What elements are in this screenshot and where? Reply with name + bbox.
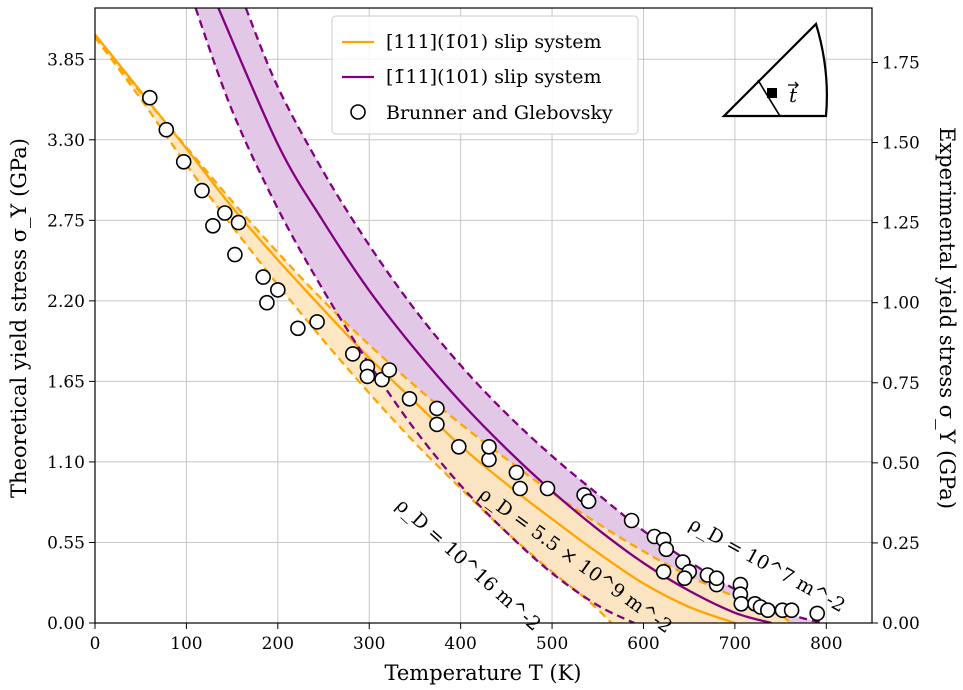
data-point xyxy=(429,416,445,433)
y-right-tick-label: 0.75 xyxy=(882,374,920,394)
y-left-tick-label: 0.00 xyxy=(47,614,85,634)
axis-ticks: 0 100 200 300 400 500 600 700 800 0.00 0.55 1.10 1.6… xyxy=(47,50,920,654)
data-point xyxy=(450,438,467,455)
data-point xyxy=(539,480,556,497)
y-left-tick-label: 0.55 xyxy=(47,533,85,553)
y-axis-left-label: Theoretical yield stress σ_Y (GPa) xyxy=(7,138,31,498)
x-tick-label: 200 xyxy=(262,634,294,654)
x-tick-label: 0 xyxy=(90,634,101,654)
data-point xyxy=(809,605,826,622)
data-point xyxy=(259,294,275,311)
data-point xyxy=(783,602,800,619)
legend-label-points: Brunner and Glebovsky xyxy=(386,102,613,124)
data-point xyxy=(359,368,376,385)
y-right-tick-label: 1.00 xyxy=(882,294,920,314)
data-point xyxy=(708,570,725,587)
y-right-tick-label: 1.75 xyxy=(882,53,920,73)
data-point xyxy=(658,541,675,558)
data-point xyxy=(194,182,210,199)
data-point xyxy=(381,362,398,378)
y-left-tick-label: 2.75 xyxy=(47,211,85,231)
y-left-tick-label: 1.65 xyxy=(47,372,85,392)
orange-solid-line xyxy=(95,33,736,623)
x-axis-label: Temperature T (K) xyxy=(384,661,581,685)
x-tick-label: 800 xyxy=(810,634,842,654)
data-point xyxy=(158,121,175,138)
y-axis-right-label: Experimental yield stress σ_Y (GPa) xyxy=(935,127,959,509)
plot-frame xyxy=(94,7,873,624)
y-left-tick-label: 3.85 xyxy=(47,50,85,70)
y-left-tick-label: 2.20 xyxy=(47,292,85,312)
x-tick-label: 600 xyxy=(627,634,659,654)
data-point xyxy=(429,400,445,417)
data-point xyxy=(217,205,233,221)
data-point xyxy=(309,314,325,330)
y-right-tick-label: 1.25 xyxy=(882,214,920,234)
data-point xyxy=(759,602,776,619)
legend-label-orange: [111](1̄01) slip system xyxy=(386,31,601,53)
data-point xyxy=(227,246,243,263)
data-point xyxy=(512,480,528,497)
experimental-points xyxy=(142,89,826,622)
x-tick-label: 100 xyxy=(170,634,202,654)
y-left-tick-label: 1.10 xyxy=(47,453,85,473)
data-point xyxy=(508,464,525,481)
legend-box xyxy=(331,15,639,135)
data-point xyxy=(676,570,693,587)
y-right-tick-label: 0.50 xyxy=(882,454,920,474)
y-left-tick-label: 3.30 xyxy=(47,131,85,151)
data-point xyxy=(142,89,158,106)
data-point xyxy=(580,493,597,510)
x-tick-label: 300 xyxy=(353,634,385,654)
orange-upper-dashed-line xyxy=(95,36,791,623)
data-point xyxy=(481,451,497,468)
svg-text:t: t xyxy=(789,83,798,107)
data-point xyxy=(175,154,192,170)
uncertainty-bands xyxy=(95,8,822,623)
x-tick-label: 500 xyxy=(536,634,568,654)
data-point xyxy=(290,320,306,337)
orientation-triangle-icon: t xyxy=(721,21,828,118)
data-point xyxy=(655,563,672,580)
data-point xyxy=(255,269,272,285)
data-point xyxy=(401,390,418,407)
purple-solid-line xyxy=(217,8,772,623)
data-point xyxy=(481,438,497,455)
data-point xyxy=(230,214,247,231)
data-point xyxy=(623,512,640,529)
data-point xyxy=(205,218,221,234)
legend-marker-points xyxy=(350,104,366,120)
data-point xyxy=(344,346,361,362)
legend-label-purple: [1̄11](101) slip system xyxy=(386,66,601,88)
y-right-tick-label: 1.50 xyxy=(882,134,920,154)
data-point xyxy=(269,282,286,298)
y-right-tick-label: 0.25 xyxy=(882,534,920,554)
y-right-tick-label: 0.00 xyxy=(882,614,920,634)
x-tick-label: 700 xyxy=(719,634,751,654)
purple-lower-dashed-line xyxy=(194,8,635,623)
x-tick-label: 400 xyxy=(444,634,476,654)
legend: [111](1̄01) slip system [1̄11](101) slip… xyxy=(331,15,639,135)
data-point xyxy=(733,595,750,612)
